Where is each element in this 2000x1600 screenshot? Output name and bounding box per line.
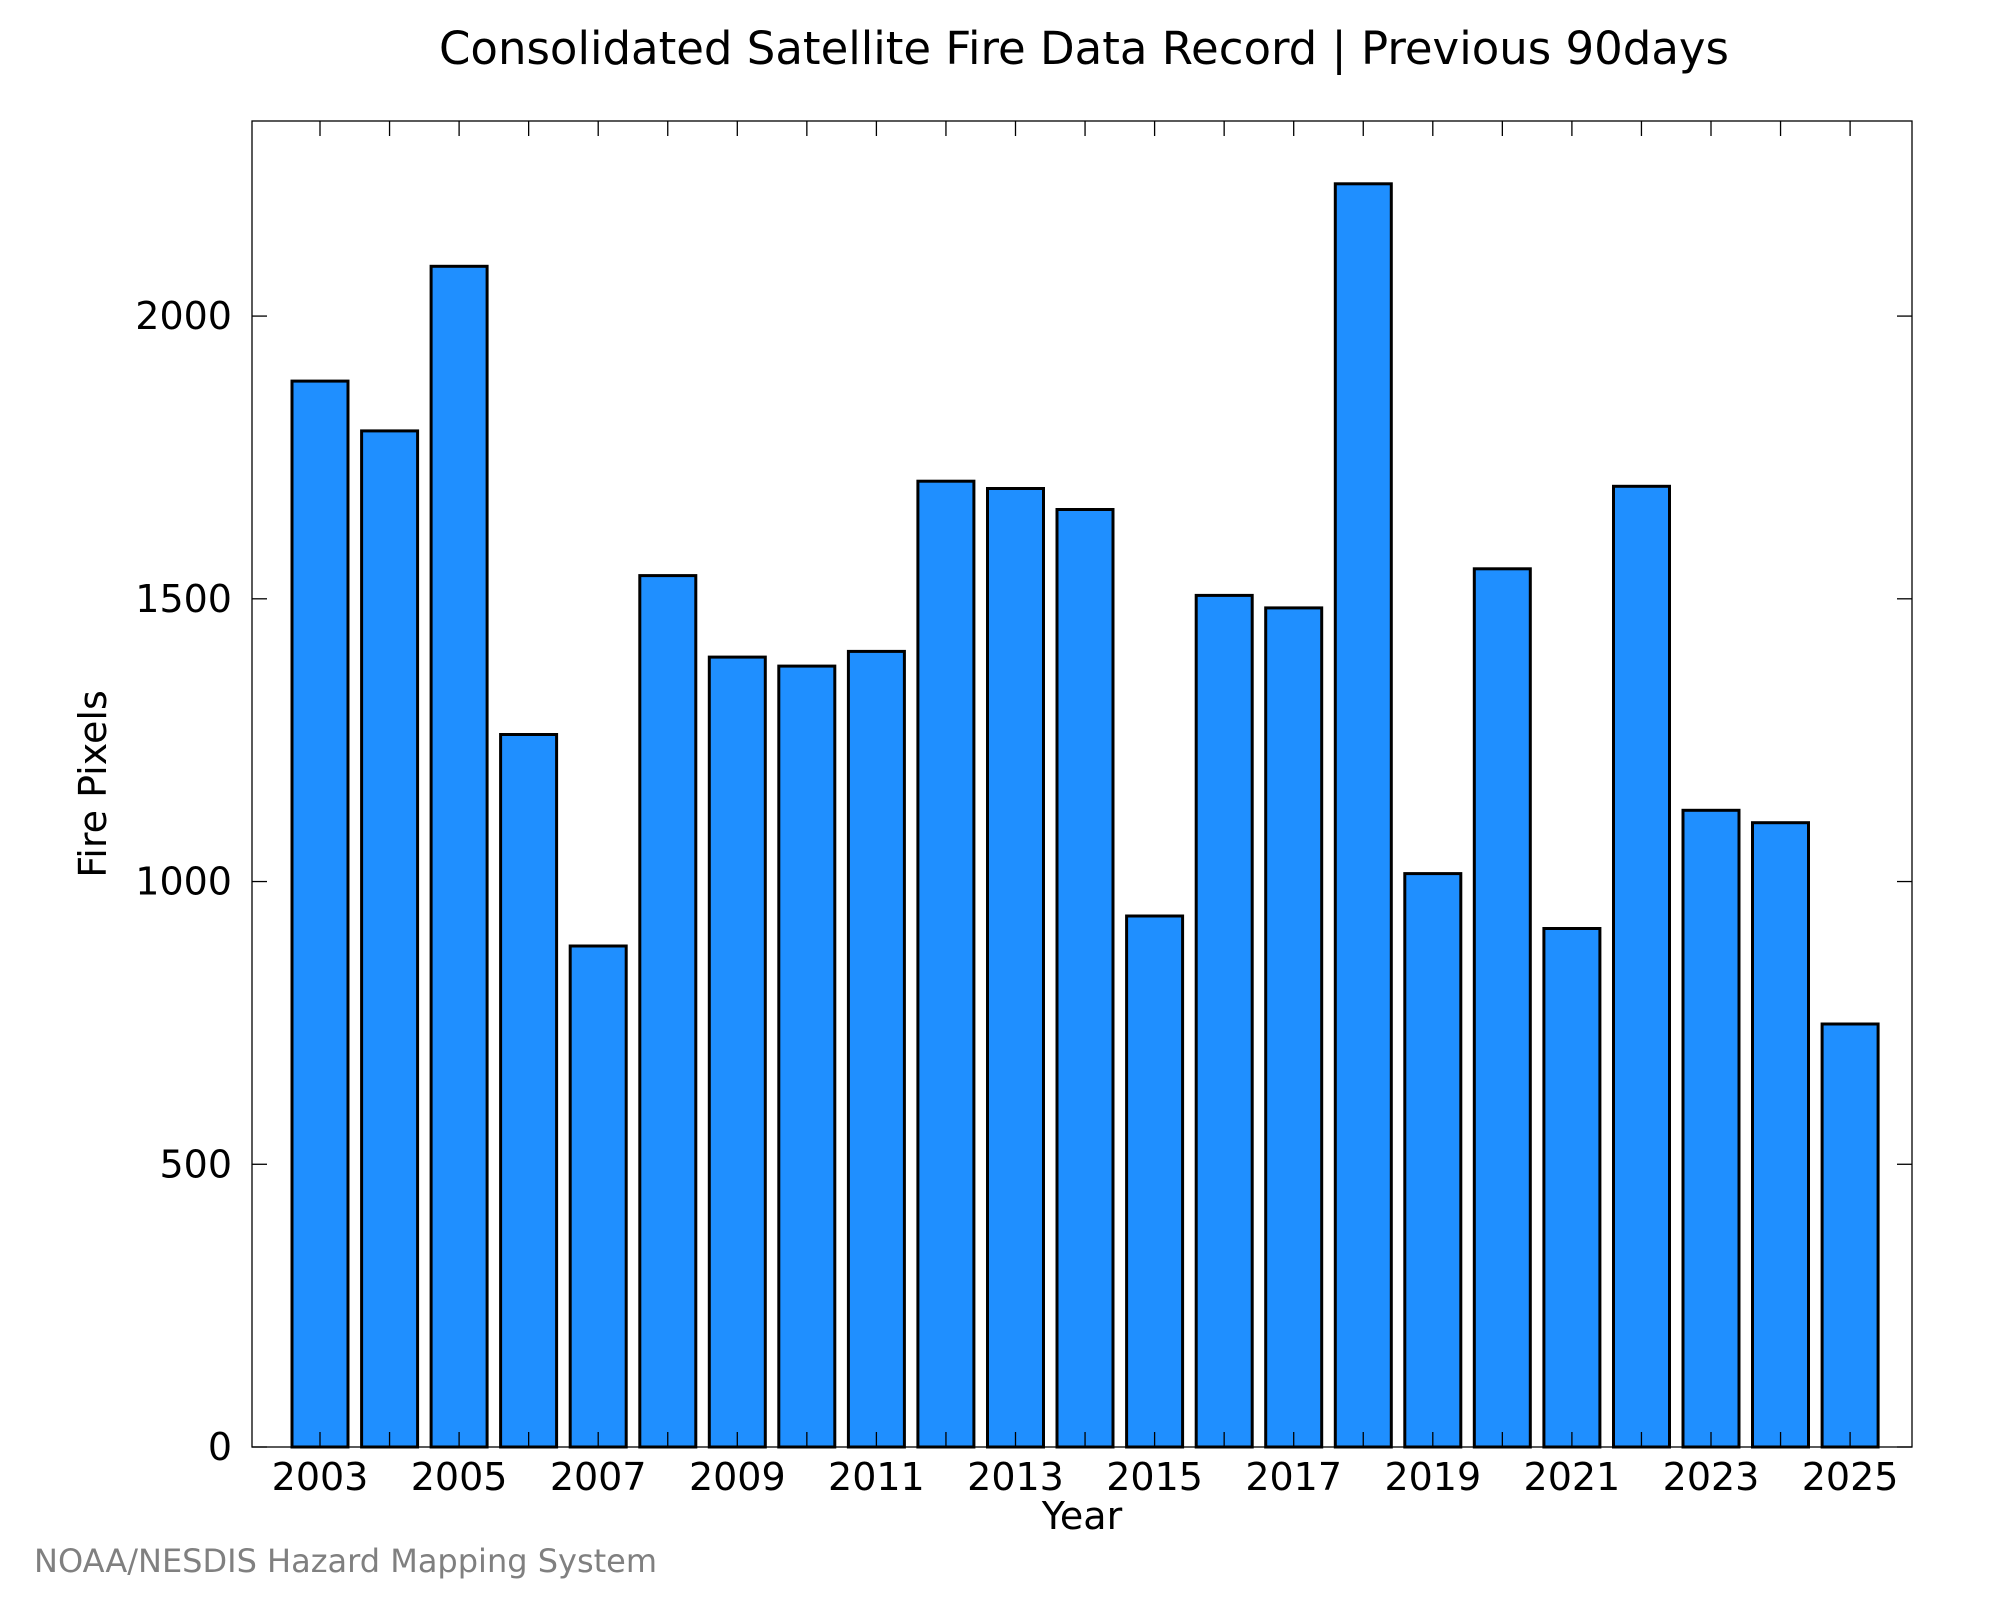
bar-2014 [1055,508,1115,1449]
bar-2025 [1820,1022,1880,1449]
bar-2012 [916,479,976,1449]
bar-2003 [290,379,350,1449]
y-axis-label: Fire Pixels [71,690,115,878]
x-tick-label: 2017 [1245,1455,1342,1499]
x-tick-label: 2007 [550,1455,647,1499]
bar-2005 [429,264,489,1449]
x-axis-label: Year [1041,1494,1123,1538]
x-tick-label: 2003 [272,1455,369,1499]
bar-2022 [1612,484,1671,1449]
x-tick-label: 2023 [1663,1455,1760,1499]
bar-2023 [1681,808,1741,1449]
x-tick-label: 2021 [1524,1455,1621,1499]
y-axis: 0 500 1000 1500 2000 [135,294,1912,1469]
bar-2006 [499,733,559,1449]
bar-2024 [1751,821,1810,1449]
credit-text: NOAA/NESDIS Hazard Mapping System [34,1542,657,1580]
x-tick-label: 2005 [411,1455,508,1499]
bar-2004 [360,429,420,1449]
bar-2017 [1264,606,1324,1449]
y-tick-label: 1500 [135,577,232,621]
bar-2018 [1333,182,1393,1449]
bar-2008 [638,574,698,1449]
bar-2015 [1125,914,1185,1449]
x-tick-label: 2019 [1384,1455,1481,1499]
bar-2019 [1403,872,1463,1449]
bar-2010 [777,664,837,1449]
bar-2016 [1194,593,1254,1449]
x-tick-label: 2013 [967,1455,1064,1499]
x-tick-label: 2011 [828,1455,925,1499]
y-tick-label: 1000 [135,860,232,904]
bars-group [290,182,1880,1449]
bar-2009 [707,655,767,1449]
bar-2011 [846,649,906,1449]
x-axis: 2003 2005 2007 2009 2011 2013 2015 2017 2019 2021… [272,121,1899,1499]
y-tick-label: 0 [208,1425,232,1469]
bar-2021 [1542,927,1602,1449]
bar-2020 [1472,567,1532,1449]
bar-2007 [568,944,628,1449]
x-tick-label: 2009 [689,1455,786,1499]
bar-2013 [986,487,1045,1449]
y-tick-label: 500 [159,1142,232,1186]
x-tick-label: 2025 [1802,1455,1899,1499]
y-tick-label: 2000 [135,294,232,338]
chart-title: Consolidated Satellite Fire Data Record … [439,22,1729,75]
x-tick-label: 2015 [1106,1455,1203,1499]
